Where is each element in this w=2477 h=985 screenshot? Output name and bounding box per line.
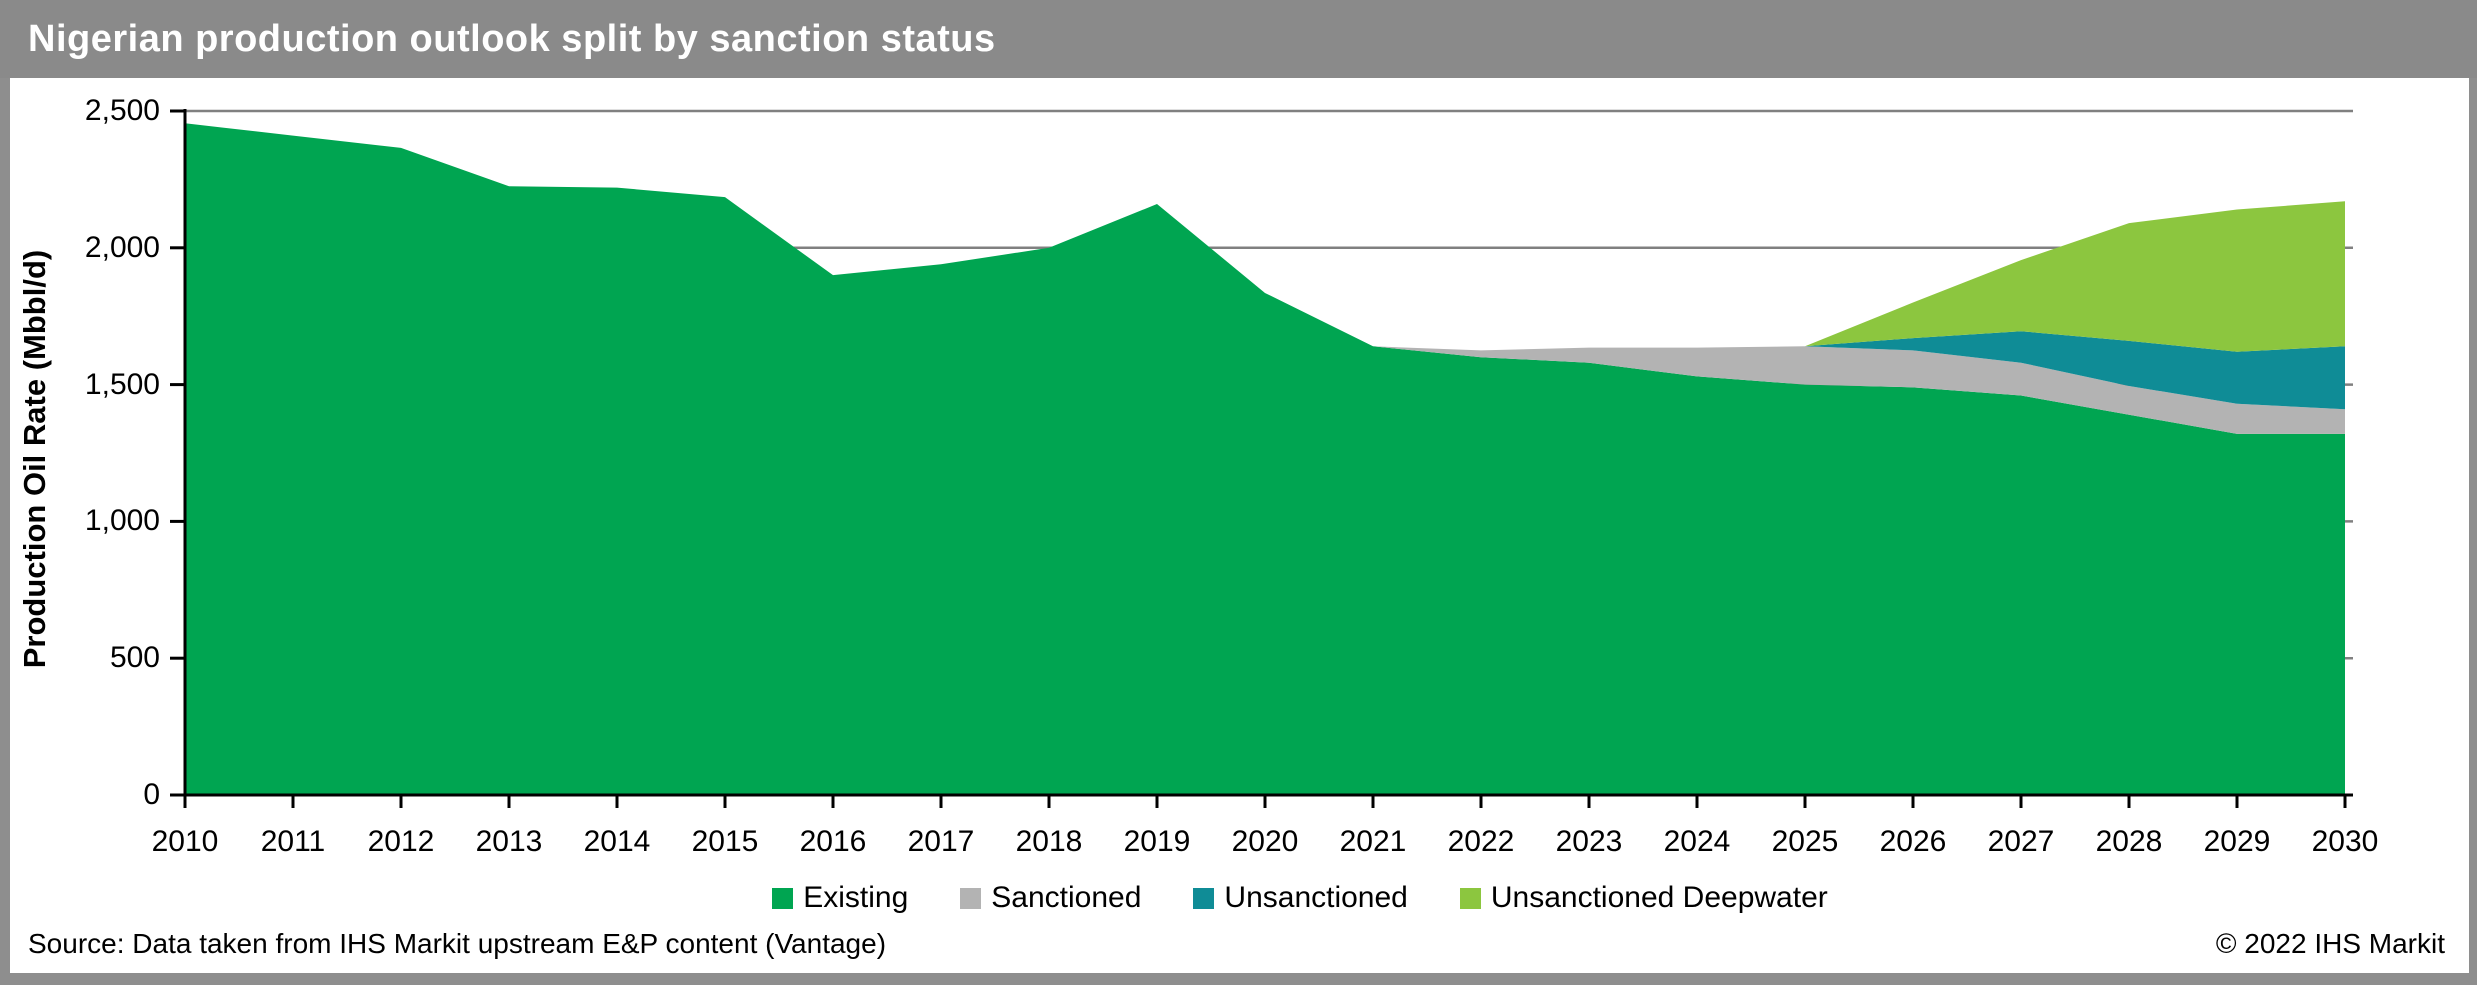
title-bar: Nigerian production outlook split by san… — [0, 0, 2477, 78]
legend-swatch-unsanctioned-deepwater — [1459, 887, 1481, 909]
chart-title: Nigerian production outlook split by san… — [28, 17, 996, 60]
x-tick-label-2029: 2029 — [2203, 825, 2271, 858]
y-tick-label-0: 0 — [143, 778, 160, 811]
x-tick-label-2012: 2012 — [367, 825, 435, 858]
y-tick-label-2500: 2,500 — [84, 94, 160, 127]
copyright-note: © 2022 IHS Markit — [2215, 928, 2445, 959]
legend: Existing Sanctioned Unsanctioned Unsanction… — [185, 880, 2415, 916]
x-tick-label-2026: 2026 — [1879, 825, 1947, 858]
legend-label-sanctioned: Sanctioned — [991, 881, 1142, 914]
x-tick-label-2020: 2020 — [1231, 825, 1299, 858]
x-tick-label-2018: 2018 — [1015, 825, 1083, 858]
legend-item-unsanctioned-deepwater: Unsanctioned Deepwater — [1459, 881, 1828, 915]
x-tick-label-2030: 2030 — [2311, 825, 2379, 858]
x-tick-label-2027: 2027 — [1987, 825, 2055, 858]
legend-label-unsanctioned-deepwater: Unsanctioned Deepwater — [1490, 881, 1828, 914]
y-tick-label-1000: 1,000 — [84, 504, 160, 538]
x-tick-label-2015: 2015 — [691, 825, 759, 858]
x-tick-label-2025: 2025 — [1771, 825, 1839, 858]
x-tick-label-2024: 2024 — [1663, 825, 1731, 858]
y-axis-title: Production Oil Rate (Mbbl/d) — [17, 249, 52, 669]
y-tick-label-2000: 2,000 — [84, 230, 160, 264]
x-tick-label-2011: 2011 — [260, 825, 326, 858]
legend-item-unsanctioned: Unsanctioned — [1193, 881, 1408, 915]
legend-label-unsanctioned: Unsanctioned — [1224, 881, 1408, 914]
x-tick-label-2022: 2022 — [1447, 825, 1515, 858]
legend-item-existing: Existing — [772, 881, 908, 915]
x-tick-label-2016: 2016 — [799, 825, 867, 858]
source-note: Source: Data taken from IHS Markit upstr… — [28, 928, 887, 959]
legend-swatch-sanctioned — [960, 887, 982, 909]
x-tick-label-2019: 2019 — [1123, 825, 1191, 858]
x-tick-label-2010: 2010 — [151, 825, 219, 858]
x-tick-label-2028: 2028 — [2095, 825, 2163, 858]
x-tick-label-2013: 2013 — [475, 825, 543, 858]
legend-swatch-unsanctioned — [1193, 887, 1215, 909]
legend-label-existing: Existing — [803, 881, 909, 914]
x-tick-label-2014: 2014 — [583, 825, 651, 858]
legend-item-sanctioned: Sanctioned — [960, 881, 1141, 915]
y-tick-label-1500: 1,500 — [84, 367, 160, 401]
x-tick-label-2017: 2017 — [907, 825, 975, 858]
x-tick-label-2023: 2023 — [1555, 825, 1623, 858]
legend-swatch-existing — [772, 887, 794, 909]
y-tick-label-500: 500 — [109, 641, 160, 675]
x-tick-label-2021: 2021 — [1339, 825, 1407, 858]
